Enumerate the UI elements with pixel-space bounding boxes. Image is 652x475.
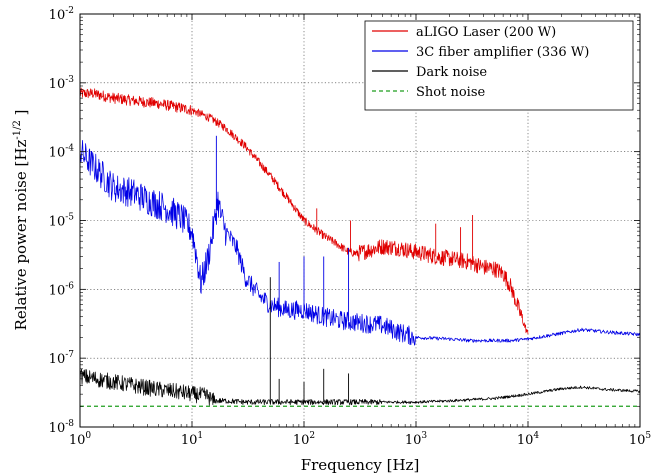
legend-label-shot-noise: Shot noise [416,85,485,100]
y-axis-label-exponent: -1/2 [12,120,23,139]
x-axis-label: Frequency [Hz] [301,456,420,474]
legend-label-aligo-laser-200-w: aLIGO Laser (200 W) [416,25,556,40]
x-tick-label: 101 [181,431,203,448]
y-tick-label: 10-3 [49,75,75,92]
y-tick-label: 10-5 [49,213,75,230]
y-axis-label: Relative power noise [Hz-1/2 ] [12,110,30,331]
x-tick-label: 100 [69,431,92,448]
x-tick-label: 103 [405,431,428,448]
y-tick-label: 10-7 [49,350,75,367]
y-axis-label-suffix: ] [12,110,30,121]
y-tick-label: 10-6 [49,281,75,298]
x-tick-label: 102 [293,431,315,448]
x-tick-label: 104 [517,431,540,448]
x-tick-label: 105 [629,431,652,448]
legend-label-3c-fiber-amplifier-336-w: 3C fiber amplifier (336 W) [416,45,589,60]
y-tick-label: 10-4 [49,144,75,161]
y-axis-label-main: Relative power noise [Hz [12,140,30,331]
legend: aLIGO Laser (200 W) 3C fiber amplifier (3… [365,21,633,110]
legend-label-dark-noise: Dark noise [416,65,487,80]
y-tick-label: 10-2 [49,6,74,23]
